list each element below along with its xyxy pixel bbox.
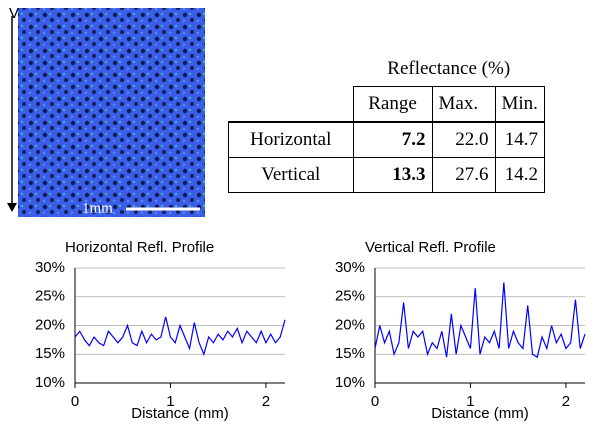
image-label: V [9,5,19,22]
row-label: Horizontal [229,122,354,158]
y-tick-label: 20% [35,316,65,333]
profile-line [75,317,285,354]
y-tick-label: 15% [335,345,365,362]
y-tick-label: 20% [335,316,365,333]
y-tick-label: 15% [35,345,65,362]
y-tick-label: 30% [35,259,65,276]
micrograph [18,8,205,217]
chart-title: Horizontal Refl. Profile [65,239,214,256]
x-tick-label: 0 [371,393,379,410]
y-tick-label: 25% [335,288,365,305]
column-header: Min. [495,87,544,123]
cell: 27.6 [432,158,495,193]
page: V 1mm Horizontal Refl. Profile 10% 15% 20% 2… [0,0,603,444]
y-tick-label: 10% [335,374,365,391]
column-header: Range [353,87,432,123]
row-label: Vertical [229,158,354,193]
table-header: Reflectance (%) [353,52,544,87]
cell: 13.3 [353,158,432,193]
x-tick-label: 2 [562,393,570,410]
cell: 7.2 [353,122,432,158]
x-axis-label: Distance (mm) [431,405,529,422]
cell: 14.7 [495,122,544,158]
x-tick-label: 0 [71,393,79,410]
scale-label: 1mm [82,200,113,216]
profile-line [375,282,585,357]
arrow-head [7,203,17,212]
cell: 14.2 [495,158,544,193]
x-axis-label: Distance (mm) [131,405,229,422]
y-tick-label: 10% [35,374,65,391]
cell: 22.0 [432,122,495,158]
y-tick-label: 30% [335,259,365,276]
y-tick-label: 25% [35,288,65,305]
column-header: Max. [432,87,495,123]
chart-title: Vertical Refl. Profile [365,239,496,256]
x-tick-label: 2 [262,393,270,410]
reflectance-table: Reflectance (%) Range Max. Min. Horizont… [228,52,545,193]
